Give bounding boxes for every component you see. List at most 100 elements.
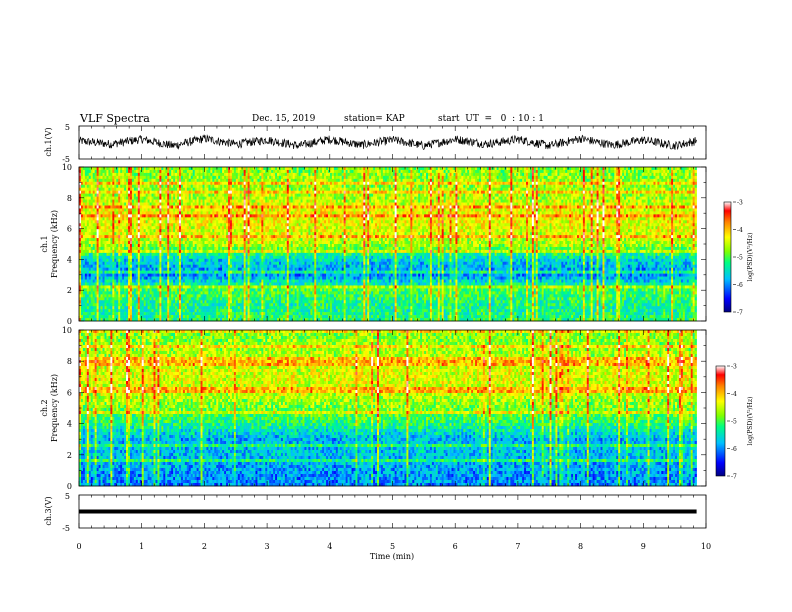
ch1-spec-cell <box>257 208 260 212</box>
ch1-spec-cell <box>449 208 452 212</box>
ch1-spec-cell <box>355 196 358 200</box>
ch1-spec-cell <box>326 211 329 215</box>
ch1-spec-cell <box>257 169 260 174</box>
ch1-spec-cell <box>555 202 558 206</box>
ch1-spec-cell <box>318 193 321 197</box>
ch1-spec-cell <box>551 167 554 171</box>
ch1-spec-cell <box>592 184 595 189</box>
ch1-spec-cell <box>408 181 411 186</box>
ch1-spec-cell <box>392 178 395 183</box>
ch1-spec-cell <box>178 172 182 177</box>
ch1-spec-cell <box>655 196 658 200</box>
ch1-spec-cell <box>463 175 466 180</box>
ch1-spec-cell <box>322 193 325 197</box>
ch1-spec-cell <box>610 175 613 180</box>
ch1-spec-cell <box>110 169 113 174</box>
ch1-spec-cell <box>171 193 174 197</box>
ch1-spec-cell <box>424 202 427 206</box>
ch1-spec-cell <box>420 187 423 191</box>
ch1-spec-cell <box>302 202 305 206</box>
ch1-spec-cell <box>182 172 186 177</box>
ch1-spec-cell <box>453 181 456 186</box>
ch1-spec-cell <box>661 205 664 209</box>
ch1-spec-cell <box>614 205 617 209</box>
ch1-spec-cell <box>110 208 113 212</box>
ch1-spec-cell <box>377 208 380 212</box>
ch1-spec-cell <box>567 172 570 177</box>
ch1-spec-cell <box>639 199 642 203</box>
ch1-spec-cell <box>310 196 313 200</box>
ch1-spec-cell <box>596 208 599 212</box>
ch1-spec-cell <box>318 178 321 183</box>
ch1-spec-cell <box>490 167 493 171</box>
ch1-spec-cell <box>467 190 470 194</box>
ch1-spec-cell <box>410 169 413 174</box>
ch1-spec-cell <box>410 181 413 186</box>
ch1-spec-cell <box>247 167 250 171</box>
ch1-spec-cell <box>402 193 405 197</box>
ch1-spec-cell <box>494 193 497 197</box>
ch1-spec-cell <box>126 205 129 209</box>
ch1-spec-cell <box>237 202 241 206</box>
ch1-spec-cell <box>426 205 429 209</box>
ch1-spec-cell <box>104 169 107 174</box>
ch1-spec-cell <box>124 190 127 194</box>
ch1-spec-cell <box>320 196 323 200</box>
ch1-spec-cell <box>133 172 137 177</box>
ch1-spec-cell <box>341 190 344 194</box>
ch1-spec-cell <box>212 169 215 174</box>
ch1-spec-cell <box>192 202 195 206</box>
ch1-spec-cell <box>341 181 344 186</box>
ch1-spec-cell <box>492 199 495 203</box>
ch1-spec-cell <box>643 184 646 189</box>
ch1-spec-cell <box>375 190 378 194</box>
ch1-spec-cell <box>690 208 693 212</box>
ch1-spec-cell <box>567 205 570 209</box>
ch1-spec-cell <box>529 193 533 197</box>
ch1-spec-cell <box>165 196 168 200</box>
ch1-spec-cell <box>80 208 84 212</box>
ch1-spec-cell <box>137 167 141 171</box>
ch1-spec-cell <box>633 190 637 194</box>
ch1-spec-cell <box>418 196 421 200</box>
ch1-spec-cell <box>82 169 86 174</box>
ch1-spec-cell <box>118 184 121 189</box>
ch1-spec-cell <box>265 178 268 183</box>
ch1-spec-cell <box>651 167 654 171</box>
ch1-spec-cell <box>414 208 417 212</box>
ch1-spec-cell <box>210 190 213 194</box>
ch1-spec-cell <box>443 202 446 206</box>
ch1-spec-cell <box>361 175 364 180</box>
ch1-spec-cell <box>124 175 127 180</box>
ch1-spec-cell <box>547 187 550 191</box>
ch1-spec-cell <box>565 196 568 200</box>
ch1-spec-cell <box>561 208 564 212</box>
ch1-spec-cell <box>453 205 456 209</box>
ch1-spec-cell <box>318 211 321 215</box>
ch1-spec-cell <box>573 208 576 212</box>
ch1-spec-cell <box>355 167 358 171</box>
ch1-spec-cell <box>582 181 586 186</box>
ch1-spec-cell <box>175 169 178 174</box>
ch1-spec-cell <box>267 172 270 177</box>
ch1-spec-cell <box>88 190 92 194</box>
ch1-spec-cell <box>580 190 584 194</box>
ch1-spec-cell <box>80 187 84 191</box>
ch1-spec-cell <box>114 167 117 171</box>
ch1-spec-cell <box>302 178 305 183</box>
ch1-spec-cell <box>341 202 344 206</box>
ch1-spec-cell <box>155 172 158 177</box>
ch1-spec-cell <box>94 169 97 174</box>
ch1-spec-cell <box>606 175 609 180</box>
ch1-spec-cell <box>518 181 521 186</box>
ch1-spec-cell <box>643 190 646 194</box>
ch1-spec-cell <box>578 199 582 203</box>
ch1-spec-cell <box>553 205 556 209</box>
ch1-spec-cell <box>504 202 507 206</box>
ch1-spec-cell <box>190 184 194 189</box>
ch1-spec-cell <box>231 196 235 200</box>
ch1-spec-cell <box>426 167 429 171</box>
ch1-spec-cell <box>606 208 609 212</box>
ch1-spec-cell <box>86 193 90 197</box>
ch1-spec-cell <box>308 181 311 186</box>
